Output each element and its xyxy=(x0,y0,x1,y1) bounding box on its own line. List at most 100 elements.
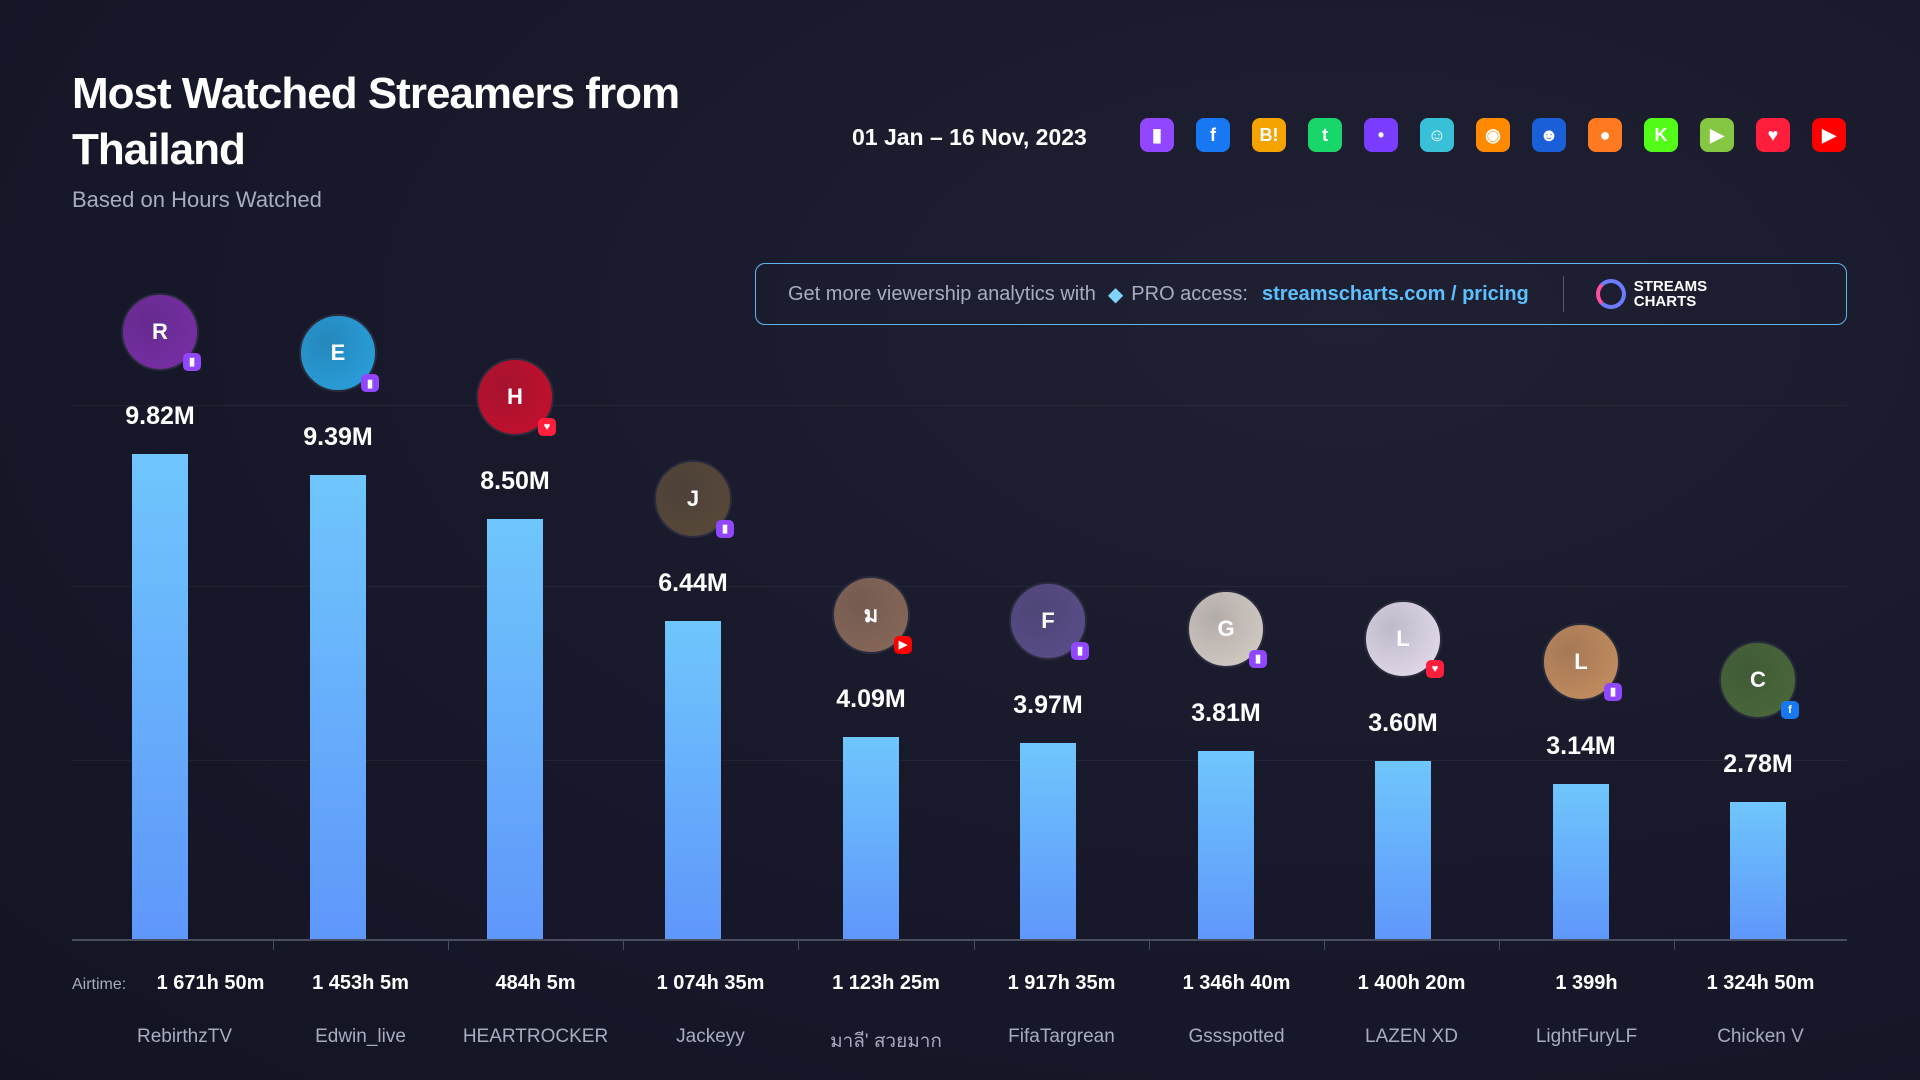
booyah-icon[interactable]: B! xyxy=(1252,118,1286,152)
trovo-icon[interactable]: t xyxy=(1308,118,1342,152)
value-label: 8.50M xyxy=(480,467,550,496)
bar[interactable] xyxy=(1375,761,1431,939)
streamer-name[interactable]: FifaTargrean xyxy=(1008,1026,1115,1047)
afreeca-icon[interactable]: ☻ xyxy=(1532,118,1566,152)
x-tick xyxy=(1324,941,1325,950)
bar[interactable] xyxy=(487,519,543,939)
avatar[interactable]: E ▮ xyxy=(299,314,379,393)
airtime-value: 484h 5m xyxy=(495,972,576,994)
value-label: 6.44M xyxy=(658,568,728,597)
avatar[interactable]: H ♥ xyxy=(476,358,556,437)
youtube-icon[interactable]: ▶ xyxy=(1812,118,1846,152)
rumble-icon[interactable]: ▶ xyxy=(1700,118,1734,152)
twitch-badge-icon: ▮ xyxy=(183,352,201,371)
platform-icons: ▮ f B! t • ☺ ◉ ☻ ● K ▶ ♥ ▶ xyxy=(1140,118,1846,152)
twitch-badge-icon: ▮ xyxy=(1604,682,1622,701)
pro-banner[interactable]: Get more viewership analytics with ◆ PRO… xyxy=(755,263,1847,325)
x-tick xyxy=(1499,941,1500,950)
airtime-value: 1 917h 35m xyxy=(1007,972,1116,994)
streamer-name[interactable]: Edwin_live xyxy=(315,1026,406,1047)
logo-text-2: CHARTS xyxy=(1633,293,1697,310)
streamer-name[interactable]: Gssspotted xyxy=(1188,1026,1285,1047)
bar[interactable] xyxy=(843,736,899,939)
airtime-value: 1 346h 40m xyxy=(1182,972,1291,994)
twitch-badge-icon: ▮ xyxy=(1071,641,1089,660)
value-label: 4.09M xyxy=(836,684,906,713)
airtime-value: 1 074h 35m xyxy=(656,972,765,994)
bar[interactable] xyxy=(310,475,366,939)
value-label: 3.97M xyxy=(1013,690,1083,719)
gridline xyxy=(72,405,1847,406)
kick-icon[interactable]: K xyxy=(1644,118,1678,152)
airtime-value: 1 123h 25m xyxy=(832,972,940,994)
streamer-name[interactable]: LightFuryLF xyxy=(1535,1026,1638,1047)
x-tick xyxy=(798,941,799,950)
x-tick xyxy=(623,941,624,950)
streams-charts-logo[interactable]: STREAMS CHARTS xyxy=(1595,278,1708,310)
x-tick xyxy=(448,941,449,950)
date-range: 01 Jan – 16 Nov, 2023 xyxy=(852,124,1087,150)
twitch-badge-icon: ▮ xyxy=(1249,649,1267,668)
divider xyxy=(1562,276,1564,312)
youtube-badge-icon: ▶ xyxy=(894,635,912,654)
value-label: 3.60M xyxy=(1368,709,1438,738)
x-tick xyxy=(273,941,274,950)
banner-pro: PRO access: xyxy=(1131,282,1248,305)
heart-badge-icon: ♥ xyxy=(1426,660,1444,679)
avatar[interactable]: G ▮ xyxy=(1187,589,1267,668)
facebook-badge-icon: f xyxy=(1781,700,1799,719)
twitch-badge-icon: ▮ xyxy=(361,374,379,393)
twitch-icon[interactable]: ▮ xyxy=(1140,118,1174,152)
x-tick xyxy=(974,941,975,950)
page-subtitle: Based on Hours Watched xyxy=(72,187,322,212)
x-axis xyxy=(72,939,1847,941)
streamer-name[interactable]: มาลี' สวยมาก xyxy=(830,1031,942,1052)
avatar[interactable]: J ▮ xyxy=(654,459,734,538)
bar[interactable] xyxy=(665,620,721,939)
x-tick xyxy=(1674,941,1675,950)
streamer-name[interactable]: RebirthzTV xyxy=(136,1026,233,1047)
bar[interactable] xyxy=(1020,742,1076,939)
bar[interactable] xyxy=(132,453,188,939)
airtime-value: 1 324h 50m xyxy=(1706,972,1815,994)
airtime-value: 1 399h xyxy=(1555,972,1618,994)
value-label: 3.14M xyxy=(1546,731,1616,760)
x-tick xyxy=(1149,941,1150,950)
huya-icon[interactable]: ◉ xyxy=(1476,118,1510,152)
value-label: 3.81M xyxy=(1191,698,1261,727)
airtime-value: 1 671h 50m xyxy=(156,972,265,994)
twitch-badge-icon: ▮ xyxy=(716,519,734,538)
nimo-icon[interactable]: • xyxy=(1364,118,1398,152)
streamer-name[interactable]: Chicken V xyxy=(1717,1026,1804,1047)
page-title: Most Watched Streamers from Thailand xyxy=(72,69,680,174)
bar[interactable] xyxy=(1553,783,1609,939)
avatar[interactable]: R ▮ xyxy=(121,292,201,371)
avatar[interactable]: F ▮ xyxy=(1009,581,1089,660)
airtime-value: 1 400h 20m xyxy=(1357,972,1466,994)
douyu-icon[interactable]: ● xyxy=(1588,118,1622,152)
pricing-link[interactable]: streamscharts.com / pricing xyxy=(1261,282,1529,305)
bar[interactable] xyxy=(1730,801,1786,939)
value-label: 2.78M xyxy=(1723,749,1793,778)
avatar[interactable]: ม ▶ xyxy=(832,575,912,654)
bigo-icon[interactable]: ☺ xyxy=(1420,118,1454,152)
heart-badge-icon: ♥ xyxy=(538,418,556,437)
diamond-icon: ◆ xyxy=(1107,283,1124,306)
logo-text-1: STREAMS xyxy=(1633,278,1708,295)
value-label: 9.39M xyxy=(303,423,373,452)
avatar[interactable]: L ♥ xyxy=(1364,600,1444,679)
gridline xyxy=(72,586,1847,587)
gridline xyxy=(72,760,1847,761)
streamer-name[interactable]: Jackeyy xyxy=(676,1026,745,1047)
airtime-value: 1 453h 5m xyxy=(312,972,409,994)
streamer-name[interactable]: HEARTROCKER xyxy=(462,1026,609,1047)
banner-text: Get more viewership analytics with xyxy=(788,282,1096,305)
facebook-icon[interactable]: f xyxy=(1196,118,1230,152)
streamer-name[interactable]: LAZEN XD xyxy=(1365,1026,1458,1047)
avatar[interactable]: L ▮ xyxy=(1542,622,1622,701)
value-label: 9.82M xyxy=(125,401,195,430)
heart-icon[interactable]: ♥ xyxy=(1756,118,1790,152)
bar[interactable] xyxy=(1198,750,1254,939)
logo-icon xyxy=(1595,279,1626,309)
